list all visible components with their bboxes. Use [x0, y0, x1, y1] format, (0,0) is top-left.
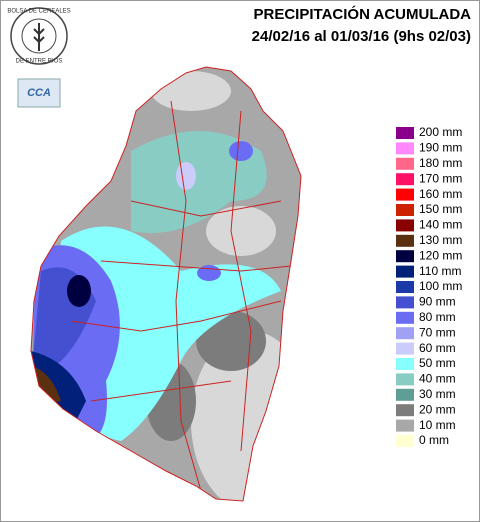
legend-swatch: [396, 234, 414, 247]
legend-swatch: [396, 358, 414, 370]
legend-label: 170 mm: [419, 171, 462, 185]
legend-label: 90 mm: [419, 295, 456, 309]
legend-swatch: [396, 204, 414, 216]
province-outline: [30, 66, 302, 502]
badge: [17, 78, 61, 108]
legend-swatch: [396, 219, 414, 232]
legend-swatch: [396, 250, 414, 263]
legend-swatch: [396, 388, 414, 401]
legend-swatch: [396, 296, 414, 309]
badge-text: CCA: [27, 87, 51, 99]
legend-label: 190 mm: [419, 141, 462, 155]
subtitle: 24/02/16 al 01/03/16 (9hs 02/03): [252, 28, 471, 45]
legend-swatch: [396, 311, 414, 324]
legend-label: 100 mm: [419, 279, 462, 293]
legend-swatch: [396, 404, 414, 417]
legend-label: 110 mm: [419, 264, 461, 278]
legend-label: 80 mm: [419, 310, 456, 324]
legend-label: 30 mm: [419, 387, 456, 401]
legend-swatch: [396, 188, 414, 201]
legend-label: 50 mm: [419, 356, 456, 370]
legend-swatch: [396, 373, 414, 386]
legend-label: 200 mm: [419, 125, 462, 139]
logo: BOLSA DE CEREALES DE ENTRE RIOS CCA: [7, 7, 71, 108]
legend-swatch: [396, 327, 414, 340]
legend-swatch: [396, 435, 414, 447]
legend-label: 20 mm: [419, 402, 456, 416]
legend-label: 180 mm: [419, 156, 462, 170]
legend-swatch: [396, 173, 414, 186]
legend-label: 40 mm: [419, 372, 456, 386]
rain-map: [31, 67, 301, 501]
legend-label: 130 mm: [419, 233, 462, 247]
legend-label: 70 mm: [419, 325, 456, 339]
legend-label: 140 mm: [419, 218, 462, 232]
legend-swatch: [396, 157, 414, 170]
title: PRECIPITACIÓN ACUMULADA: [254, 5, 472, 23]
legend-label: 60 mm: [419, 341, 456, 355]
legend-label: 150 mm: [419, 202, 462, 216]
legend-swatch: [396, 142, 414, 155]
legend-label: 160 mm: [419, 187, 462, 201]
legend-swatch: [396, 281, 414, 293]
legend-swatch: [396, 127, 414, 139]
logo-bottom: DE ENTRE RIOS: [16, 59, 63, 65]
legend-swatch: [396, 342, 414, 355]
legend-swatch: [396, 419, 414, 432]
logo-top: BOLSA DE CEREALES: [7, 9, 70, 15]
legend-label: 10 mm: [419, 418, 456, 432]
legend-swatch: [396, 265, 414, 278]
legend-label: 0 mm: [419, 433, 449, 447]
legend-label: 120 mm: [419, 248, 462, 262]
